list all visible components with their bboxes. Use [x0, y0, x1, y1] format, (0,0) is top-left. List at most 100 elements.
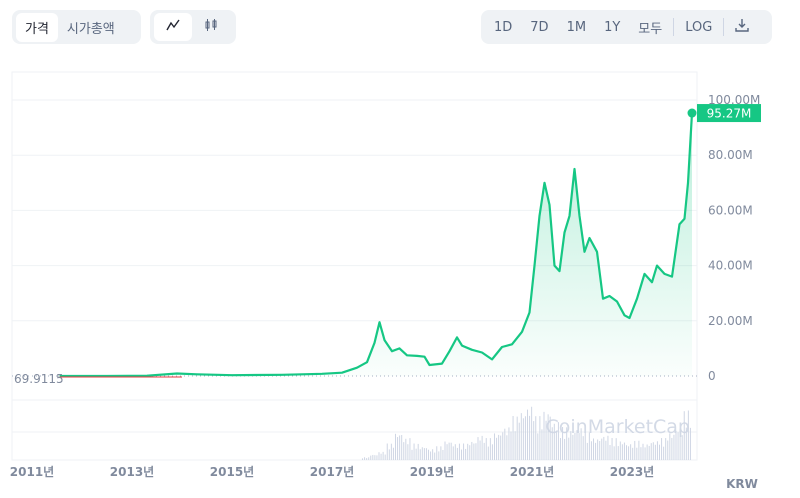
volume-bar: [541, 429, 543, 460]
volume-bar: [496, 437, 498, 460]
volume-bar: [487, 446, 489, 460]
volume-bar: [452, 446, 454, 460]
volume-bar: [372, 454, 374, 460]
volume-bar: [456, 447, 458, 460]
current-price-dot: [687, 108, 697, 118]
volume-bar: [378, 452, 380, 460]
range-all[interactable]: 모두: [638, 21, 663, 37]
volume-bar: [607, 435, 609, 460]
volume-bar: [621, 444, 623, 460]
volume-bar: [434, 452, 436, 460]
volume-bar: [409, 438, 411, 460]
volume-bar: [588, 432, 590, 460]
volume-bar: [640, 447, 642, 460]
volume-bar: [632, 447, 634, 460]
volume-bar: [642, 443, 644, 460]
watermark: CoinMarketCap: [546, 416, 691, 438]
volume-bar: [566, 427, 568, 460]
volume-bar: [444, 441, 446, 460]
volume-bar: [679, 428, 681, 460]
volume-bar: [415, 448, 417, 460]
volume-bar: [440, 446, 442, 460]
volume-bar: [485, 438, 487, 460]
volume-bar: [576, 430, 578, 460]
volume-bar: [481, 435, 483, 460]
volume-bar: [584, 432, 586, 460]
volume-bar: [537, 433, 539, 460]
volume-bar: [605, 440, 607, 460]
y-tick-label: 80.00M: [708, 148, 753, 162]
volume-bar: [553, 423, 555, 460]
volume-bar: [580, 428, 582, 460]
volume-bar: [599, 440, 601, 460]
range-7d[interactable]: 7D: [530, 19, 549, 35]
volume-bar: [524, 416, 526, 460]
volume-bar: [601, 438, 603, 460]
volume-bar: [609, 445, 611, 460]
volume-bar: [661, 438, 663, 460]
volume-bar: [436, 446, 438, 460]
download-icon[interactable]: [726, 13, 758, 41]
volume-bar: [626, 445, 627, 460]
volume-bar: [506, 435, 508, 460]
line-chart-icon[interactable]: [154, 13, 192, 41]
divider: [723, 18, 725, 36]
volume-bar: [450, 442, 452, 460]
current-price-label: 95.27M: [707, 107, 752, 121]
volume-bar: [504, 428, 506, 460]
volume-bar: [405, 438, 407, 460]
volume-bar: [432, 449, 434, 460]
x-tick-label: 2015년: [210, 465, 254, 479]
volume-bar: [461, 449, 462, 460]
volume-bar: [473, 443, 475, 460]
volume-bar: [593, 438, 594, 460]
volume-bar: [446, 444, 448, 460]
volume-bar: [663, 446, 665, 460]
volume-bar: [675, 430, 677, 460]
x-tick-label: 2011년: [10, 465, 54, 479]
volume-bar: [595, 442, 597, 460]
volume-bar: [491, 444, 493, 460]
volume-bar: [489, 438, 491, 460]
volume-bar: [562, 427, 564, 460]
range-1d[interactable]: 1D: [494, 19, 513, 35]
tab-market-cap[interactable]: 시가총액: [66, 21, 115, 37]
volume-bar: [417, 443, 419, 460]
volume-bar: [689, 427, 691, 460]
tab-price[interactable]: 가격: [16, 12, 58, 42]
volume-bar: [578, 433, 580, 460]
range-1m[interactable]: 1M: [566, 19, 587, 35]
volume-bar: [681, 435, 683, 460]
volume-bar: [518, 422, 520, 460]
volume-bar: [656, 441, 658, 460]
volume-bar: [425, 448, 427, 460]
volume-bar: [368, 457, 370, 460]
metric-tabs: 가격 시가총액: [12, 10, 141, 44]
volume-bar: [374, 455, 376, 460]
volume-bar: [376, 455, 378, 460]
volume-bar: [617, 446, 619, 460]
log-button[interactable]: LOG: [685, 19, 713, 35]
volume-bar: [500, 435, 502, 460]
volume-bar: [399, 435, 401, 460]
volume-bar: [413, 443, 415, 460]
volume-bar: [531, 406, 533, 460]
volume-bar: [549, 416, 551, 460]
volume-bar: [646, 444, 648, 460]
volume-bar: [659, 444, 660, 460]
volume-bar: [529, 415, 531, 460]
volume-bar: [570, 431, 572, 460]
volume-bar: [390, 443, 392, 460]
volume-bar: [463, 443, 465, 460]
candlestick-icon[interactable]: [192, 13, 230, 41]
range-1y[interactable]: 1Y: [604, 19, 621, 35]
volume-bar: [483, 442, 485, 460]
volume-bar: [502, 432, 504, 460]
volume-bar: [442, 449, 444, 460]
volume-bar: [366, 458, 368, 460]
volume-bar: [401, 434, 403, 460]
volume-bar: [362, 458, 363, 460]
volume-bar: [516, 416, 518, 460]
volume-bar: [458, 443, 460, 460]
